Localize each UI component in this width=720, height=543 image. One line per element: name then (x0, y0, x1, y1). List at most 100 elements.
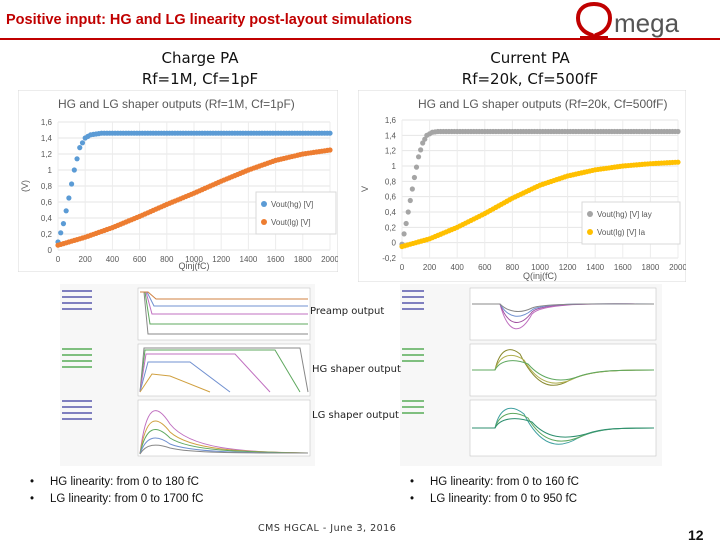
legend-label: Vout(lg) [V] la (597, 228, 646, 237)
legend-marker (261, 201, 267, 207)
series-1-point (58, 230, 64, 236)
x-tick-label: 800 (160, 255, 174, 264)
x-tick-label: 1600 (614, 263, 632, 272)
right-bullet-list: HG linearity: from 0 to 160 fC LG linear… (410, 474, 579, 508)
x-tick-label: 200 (423, 263, 437, 272)
series-1-point (66, 195, 72, 201)
y-tick-label: 1 (48, 166, 53, 175)
series-1-point (411, 174, 418, 181)
y-tick-label: 0,2 (41, 230, 53, 239)
y-tick-label: 1,4 (385, 131, 397, 140)
x-tick-label: 1000 (531, 263, 549, 272)
page-number: 12 (688, 527, 704, 543)
series-2-point (675, 159, 681, 165)
preamp-output-label: Preamp output (310, 306, 385, 317)
left-bullet-list: HG linearity: from 0 to 180 fC LG linear… (30, 474, 203, 508)
right-bullet-hg: HG linearity: from 0 to 160 fC (410, 474, 579, 491)
series-1-point (401, 231, 407, 237)
left-bullet-lg: LG linearity: from 0 to 1700 fC (30, 491, 203, 508)
right-bullet-lg: LG linearity: from 0 to 950 fC (410, 491, 579, 508)
x-tick-label: 0 (56, 255, 61, 264)
x-tick-label: 200 (79, 255, 93, 264)
series-1-point (327, 130, 333, 136)
series-1-point (77, 145, 83, 151)
chart-title: HG and LG shaper outputs (Rf=1M, Cf=1pF) (58, 97, 295, 111)
y-tick-label: 1 (392, 162, 397, 171)
x-tick-label: 600 (133, 255, 147, 264)
right-column-header: Current PA Rf=20k, Cf=500fF (430, 48, 630, 90)
right-simulation-waveforms (400, 284, 662, 466)
series-1-point (405, 209, 411, 215)
left-header-line1: Charge PA (161, 49, 239, 67)
left-header-line2: Rf=1M, Cf=1pF (141, 70, 259, 88)
y-tick-label: 0 (392, 239, 397, 248)
left-linearity-chart: HG and LG shaper outputs (Rf=1M, Cf=1pF)… (18, 90, 338, 272)
right-header-line1: Current PA (490, 49, 570, 67)
legend-marker (587, 229, 593, 235)
series-1-point (60, 221, 67, 227)
legend-label: Vout(hg) [V] lay (597, 210, 652, 219)
left-simulation-waveforms (60, 284, 315, 466)
y-tick-label: 1,2 (41, 150, 53, 159)
left-column-header: Charge PA Rf=1M, Cf=1pF (100, 48, 300, 90)
chart-title: HG and LG shaper outputs (Rf=20k, Cf=500… (418, 97, 667, 111)
legend-box (581, 201, 681, 245)
series-1-point (675, 128, 681, 135)
y-tick-label: 1,6 (41, 118, 53, 127)
slide-title: Positive input: HG and LG linearity post… (6, 12, 413, 28)
lg-shaper-output-label: LG shaper output (312, 410, 399, 421)
left-bullet-hg: HG linearity: from 0 to 180 fC (30, 474, 203, 491)
y-tick-label: 0,6 (385, 193, 397, 202)
y-tick-label: 1,6 (385, 116, 397, 125)
series-1-point (413, 164, 420, 170)
y-tick-label: -0,2 (382, 254, 396, 263)
series-1-point (418, 147, 424, 153)
series-1-point (422, 136, 428, 142)
x-tick-label: 400 (451, 263, 465, 272)
x-tick-label: 2000 (669, 263, 686, 272)
y-tick-label: 0,2 (385, 223, 397, 232)
title-rule (0, 38, 720, 40)
y-tick-label: 0,8 (41, 182, 53, 191)
x-tick-label: 1200 (559, 263, 577, 272)
series-1-point (74, 156, 80, 162)
legend-marker (587, 211, 593, 217)
series-1-point (63, 208, 69, 214)
series-1-point (415, 154, 422, 160)
x-tick-label: 600 (478, 263, 492, 272)
x-tick-label: 1600 (267, 255, 285, 264)
y-tick-label: 1,2 (385, 147, 397, 156)
series-1-point (420, 140, 426, 146)
y-axis-label: V (360, 186, 370, 192)
series-2-point (327, 147, 333, 153)
chart-frame (358, 90, 686, 282)
y-tick-label: 1,4 (41, 134, 53, 143)
series-1-point (79, 140, 86, 146)
legend-label: Vout(hg) [V] (271, 200, 313, 209)
x-tick-label: 1000 (185, 255, 203, 264)
series-1-point (407, 197, 413, 204)
y-tick-label: 0,4 (41, 214, 53, 223)
legend-marker (261, 219, 267, 225)
x-tick-label: 0 (400, 263, 405, 272)
x-axis-label: Qinj(fC) (179, 261, 210, 271)
hg-shaper-output-label: HG shaper output (312, 364, 401, 375)
y-tick-label: 0,4 (385, 208, 397, 217)
x-tick-label: 400 (106, 255, 120, 264)
x-tick-label: 1400 (240, 255, 258, 264)
series-1-point (71, 167, 77, 173)
y-axis-label: (V) (20, 180, 30, 192)
right-linearity-chart: HG and LG shaper outputs (Rf=20k, Cf=500… (358, 90, 686, 282)
series-1-point (403, 220, 409, 227)
series-1-point (69, 181, 75, 187)
y-tick-label: 0 (48, 246, 53, 255)
x-tick-label: 2000 (321, 255, 338, 264)
legend-box (255, 191, 337, 235)
x-tick-label: 1800 (294, 255, 312, 264)
x-axis-label: Q(inj(fC) (523, 271, 557, 281)
right-header-line2: Rf=20k, Cf=500fF (461, 70, 599, 88)
legend-label: Vout(lg) [V] (271, 218, 311, 227)
x-tick-label: 1200 (212, 255, 230, 264)
x-tick-label: 1400 (586, 263, 604, 272)
x-tick-label: 1800 (642, 263, 660, 272)
